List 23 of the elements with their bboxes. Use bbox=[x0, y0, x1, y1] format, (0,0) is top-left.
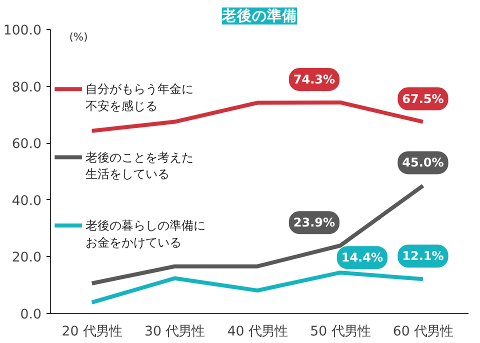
legend-label: 自分がもらう年金に不安を感じる bbox=[85, 82, 194, 113]
legend-label: 老後の暮らしの準備にお金をかけている bbox=[85, 218, 206, 250]
y-tick-label: 40.0 bbox=[12, 194, 42, 209]
chart-title: 老後の準備 bbox=[221, 8, 297, 24]
x-tick-label: 50 代男性 bbox=[310, 324, 370, 340]
data-label: 74.3% bbox=[293, 72, 336, 86]
y-axis-title: (%) bbox=[69, 30, 88, 44]
legend-label: 老後のことを考えた生活をしている bbox=[85, 150, 194, 182]
y-tick-label: 20.0 bbox=[12, 250, 42, 266]
x-tick-label: 60 代男性 bbox=[392, 324, 454, 340]
data-label: 45.0% bbox=[402, 156, 444, 170]
x-tick-label: 20 代男性 bbox=[62, 324, 122, 340]
data-label: 14.4% bbox=[341, 250, 384, 265]
x-tick-label: 30 代男性 bbox=[144, 324, 205, 340]
y-tick-label: 60.0 bbox=[12, 137, 42, 152]
data-label: 67.5% bbox=[402, 92, 444, 106]
y-tick-label: 100.0 bbox=[3, 24, 42, 38]
data-label: 12.1% bbox=[402, 249, 444, 264]
line-series bbox=[90, 270, 425, 304]
y-tick-label: 80.0 bbox=[12, 80, 42, 96]
data-label: 23.9% bbox=[293, 216, 336, 230]
x-tick-label: 40 代男性 bbox=[227, 324, 288, 340]
y-tick-label: 0.0 bbox=[20, 308, 42, 322]
